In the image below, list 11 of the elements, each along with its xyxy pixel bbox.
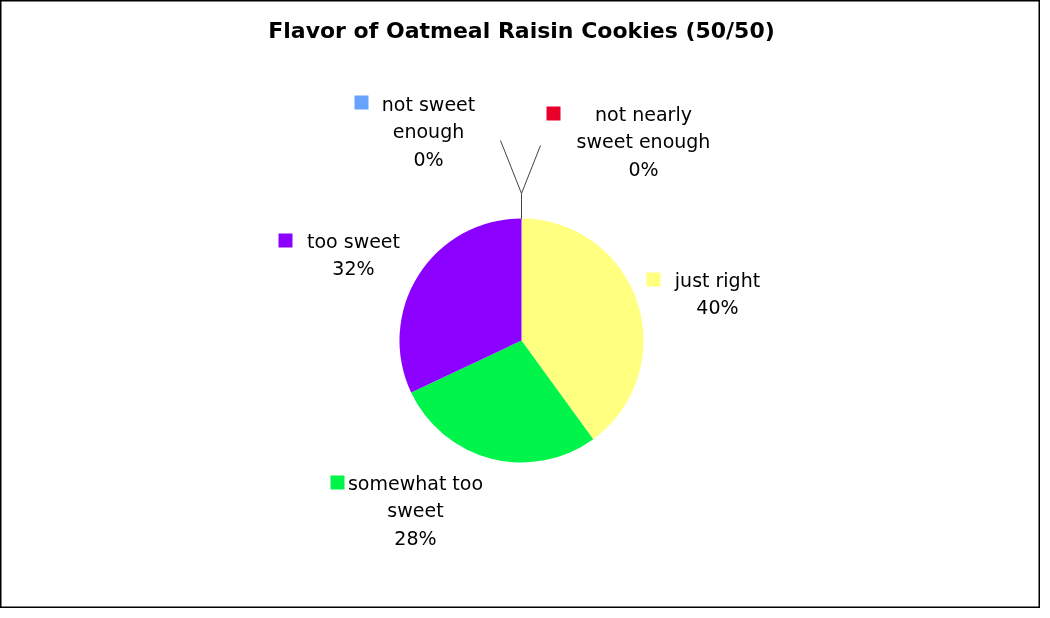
data-label: 40% bbox=[696, 296, 739, 318]
legend-label: not sweet enough bbox=[381, 92, 476, 142]
legend-label: not nearly sweet enough bbox=[576, 102, 711, 152]
legend-label: just right bbox=[673, 268, 761, 291]
data-label: 28% bbox=[394, 526, 437, 549]
data-label: 32% bbox=[332, 257, 375, 279]
chart-title: Flavor of Oatmeal Raisin Cookies (50/50) bbox=[268, 18, 775, 43]
text: 0% bbox=[413, 147, 444, 170]
legend-label: somewhat too sweet bbox=[347, 471, 484, 521]
text: 0% bbox=[628, 157, 659, 180]
legend-label: too sweet bbox=[307, 229, 401, 252]
